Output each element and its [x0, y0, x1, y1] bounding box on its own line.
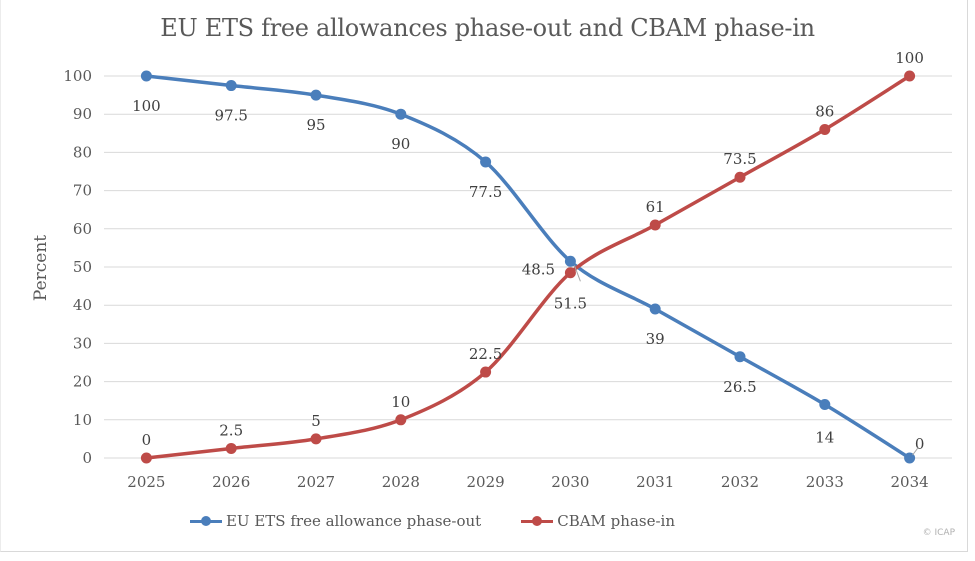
x-tick-label: 2032: [721, 473, 759, 491]
data-label-cbam: 61: [646, 198, 665, 216]
y-tick-label: 70: [73, 182, 92, 200]
y-tick-label: 60: [73, 220, 92, 238]
chart-title: EU ETS free allowances phase-out and CBA…: [160, 14, 815, 42]
data-point-cbam: [649, 219, 661, 231]
leader-line: [573, 265, 581, 282]
x-tick-label: 2025: [127, 473, 165, 491]
x-tick-label: 2027: [297, 473, 335, 491]
chart-frame: [0, 0, 968, 552]
data-point-eu-ets: [734, 351, 746, 363]
data-point-eu-ets: [649, 303, 661, 315]
data-point-cbam: [225, 442, 237, 454]
data-point-eu-ets: [225, 80, 237, 92]
series-line-cbam: [146, 74, 911, 460]
x-tick-label: 2034: [891, 473, 929, 491]
legend-swatch-cbam: [521, 515, 554, 527]
copyright-text: © ICAP: [922, 528, 955, 538]
y-tick-label: 90: [73, 105, 92, 123]
data-label-cbam: 10: [391, 393, 410, 411]
leader-line: [912, 446, 919, 456]
legend-swatch-eu-ets: [189, 515, 222, 527]
data-label-cbam: 73.5: [723, 150, 756, 168]
y-tick-label: 30: [73, 334, 92, 352]
legend-label-eu-ets: EU ETS free allowance phase-out: [225, 512, 482, 530]
y-tick-label: 40: [73, 296, 92, 314]
legend-label-cbam: CBAM phase-in: [557, 512, 675, 530]
data-label-eu-ets: 39: [646, 330, 665, 348]
data-label-eu-ets: 97.5: [214, 107, 247, 125]
data-label-cbam: 0: [142, 431, 152, 449]
data-point-eu-ets: [395, 108, 407, 120]
x-tick-label: 2029: [467, 473, 505, 491]
data-point-cbam: [904, 70, 916, 82]
data-label-eu-ets: 90: [391, 135, 410, 153]
data-label-cbam: 5: [311, 412, 321, 430]
y-axis-ticks: 0 10 20 30 40 50 60 70 80 90 100: [63, 67, 92, 467]
data-label-cbam: 100: [895, 49, 924, 67]
x-tick-label: 2033: [806, 473, 844, 491]
gridlines: [104, 75, 952, 459]
data-label-cbam: 48.5: [522, 261, 555, 279]
x-tick-label: 2026: [212, 473, 250, 491]
x-tick-label: 2030: [551, 473, 589, 491]
data-label-cbam: 22.5: [469, 345, 502, 363]
data-label-eu-ets: 0: [915, 435, 925, 453]
series-line-eu-ets: [146, 74, 911, 460]
y-tick-label: 50: [73, 258, 92, 276]
y-tick-label: 80: [73, 143, 92, 161]
data-point-cbam: [140, 452, 152, 464]
data-label-eu-ets: 14: [815, 429, 834, 447]
y-axis-label: Percent: [31, 235, 51, 301]
data-point-cbam: [819, 123, 831, 135]
legend-item-eu-ets: EU ETS free allowance phase-out: [189, 512, 482, 530]
x-tick-label: 2028: [382, 473, 420, 491]
data-label-eu-ets: 26.5: [723, 378, 756, 396]
data-label-eu-ets: 100: [132, 97, 161, 115]
y-tick-label: 100: [63, 67, 92, 85]
x-axis-ticks: 2025 2026 2027 2028 2029 2030 2031 2032 2033 2034: [127, 473, 928, 491]
data-point-eu-ets: [480, 156, 492, 168]
data-point-eu-ets: [310, 89, 322, 101]
data-point-cbam: [395, 414, 407, 426]
y-tick-label: 0: [82, 449, 92, 467]
legend: EU ETS free allowance phase-out CBAM pha…: [0, 512, 975, 530]
legend-item-cbam: CBAM phase-in: [521, 512, 675, 530]
data-labels: 100 97.5 95 90 77.5 51.5 39 26.5 14 0 0 2.5 5 10 22.5 4…: [132, 49, 925, 456]
data-point-cbam: [734, 171, 746, 183]
data-point-eu-ets: [140, 70, 152, 82]
x-tick-label: 2031: [636, 473, 674, 491]
data-label-eu-ets: 95: [306, 116, 325, 134]
series-group: [140, 70, 916, 464]
y-tick-label: 10: [73, 411, 92, 429]
data-point-eu-ets: [819, 399, 831, 411]
data-point-eu-ets: [904, 452, 916, 464]
data-point-eu-ets: [564, 255, 576, 267]
data-point-cbam: [480, 366, 492, 378]
data-point-cbam: [310, 433, 322, 445]
data-point-cbam: [564, 267, 576, 279]
data-label-cbam: 86: [815, 102, 834, 120]
data-label-eu-ets: 51.5: [554, 294, 587, 312]
data-label-eu-ets: 77.5: [469, 183, 502, 201]
y-tick-label: 20: [73, 373, 92, 391]
data-label-cbam: 2.5: [219, 421, 243, 439]
